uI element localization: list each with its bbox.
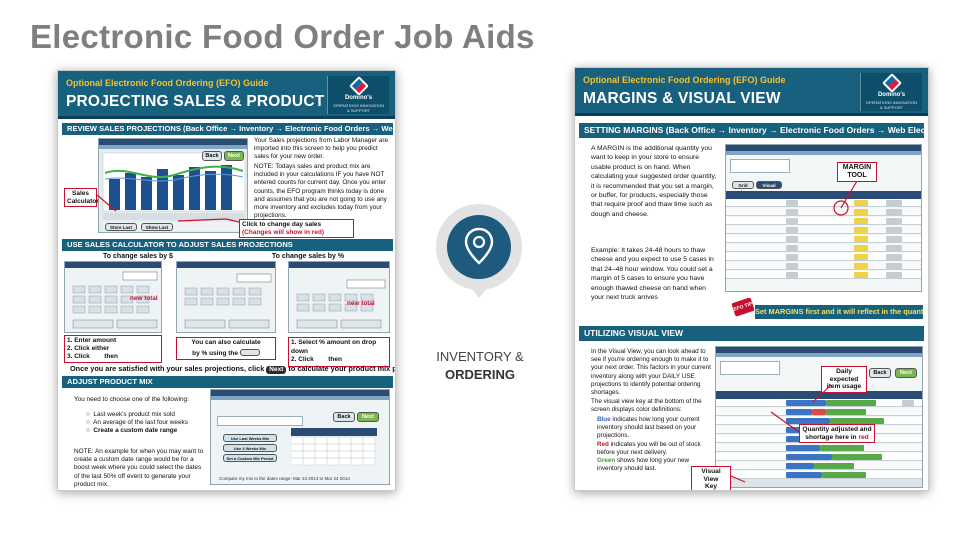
section-bar-calculator: USE SALES CALCULATOR TO ADJUST SALES PRO… xyxy=(62,239,393,251)
set-custom-mix-button[interactable]: Set a Custom Mix Period xyxy=(223,454,277,462)
logo-brand: Domino's xyxy=(877,92,906,98)
logo-dept: OPERATIONS INNOVATION & SUPPORT xyxy=(865,100,918,110)
section-bar-visual-view: UTILIZING VISUAL VIEW xyxy=(579,326,924,341)
visual-view-tab[interactable]: Visual View xyxy=(756,181,782,195)
callout-change-day-sales: Click to change day sales (Changes will … xyxy=(239,219,354,239)
margins-screenshot: Grid View Visual View xyxy=(725,144,922,292)
doc-subtitle: Optional Electronic Food Ordering (EFO) … xyxy=(583,75,786,85)
mix-footer-text: Compare my mix to the dates range: Mar 2… xyxy=(219,476,350,481)
show-last-year-button[interactable]: Show Last Year xyxy=(141,223,173,231)
doc-subtitle: Optional Electronic Food Ordering (EFO) … xyxy=(66,78,269,88)
product-mix-screenshot: Use Last Weeks Mix Use 4 Weeks Mix Set a… xyxy=(210,389,390,485)
sales-bar-chart-image xyxy=(102,152,246,231)
steps-dropdown: 1. Select % amount on drop down 2. Click… xyxy=(288,337,390,367)
mix-back-button[interactable]: Back xyxy=(333,412,355,422)
logo-dept: OPERATIONS INNOVATION & SUPPORT xyxy=(332,103,385,113)
steps-percent: You can also calculate by % using the xyxy=(176,337,276,360)
location-pin-icon xyxy=(447,215,511,279)
option-list: ○ Last week's product mix sold ○ An aver… xyxy=(86,411,211,436)
callout-visual-view-key: Visual View Key xyxy=(691,466,731,490)
job-aid-projecting-sales[interactable]: Optional Electronic Food Ordering (EFO) … xyxy=(57,70,396,491)
margin-text: A MARGIN is the additional quantity you … xyxy=(591,145,717,218)
section-label-line2: ORDERING xyxy=(444,367,516,382)
change-by-percent-label: To change sales by % xyxy=(271,253,345,260)
key-green: Green shows how long your new inventory … xyxy=(597,457,690,473)
percent-button[interactable] xyxy=(239,348,260,356)
doc-header: Optional Electronic Food Ordering (EFO) … xyxy=(575,68,928,116)
key-blue: Blue indicates how long your current inv… xyxy=(597,416,700,440)
callout-quantity-shortage: Quantity adjusted and shortage here in r… xyxy=(799,424,875,444)
slide-title: Electronic Food Order Job Aids xyxy=(30,18,535,55)
visual-view-text: In the Visual View, you can look ahead t… xyxy=(591,348,711,397)
visual-view-screenshot xyxy=(715,346,923,488)
logo-brand: Domino's xyxy=(344,95,373,101)
mix-next-button[interactable]: Next xyxy=(357,412,379,422)
change-by-dollar-label: To change sales by $ xyxy=(103,253,173,260)
key-definitions: Blue indicates how long your current inv… xyxy=(597,416,711,473)
key-intro: The visual view key at the bottom of the… xyxy=(591,398,702,414)
key-red: Red indicates you will be out of stock b… xyxy=(597,440,701,456)
calculator-dollar-screenshot xyxy=(64,261,162,333)
option-four-weeks: ○ An average of the last four weeks xyxy=(86,419,188,427)
callout-margin-tool: MARGIN TOOL xyxy=(837,162,877,182)
store-last-year-button[interactable]: Store Last Year xyxy=(105,223,137,231)
new-total-label-2: new total xyxy=(347,300,375,307)
new-total-label-1: new total xyxy=(130,295,158,302)
example-text: Example: It takes 24-48 hours to thaw ch… xyxy=(591,247,714,302)
grid-view-tab[interactable]: Grid View xyxy=(732,181,754,195)
calendar-image xyxy=(291,428,377,466)
section-bar-margins: SETTING MARGINS (Back Office → Inventory… xyxy=(579,123,924,138)
doc-header: Optional Electronic Food Ordering (EFO) … xyxy=(58,71,395,119)
review-text: Your Sales projections from Labor Manage… xyxy=(254,137,389,161)
callout-daily-usage: Daily expected item usage xyxy=(821,366,867,393)
job-aid-margins-visual-view[interactable]: Optional Electronic Food Ordering (EFO) … xyxy=(574,67,929,491)
dominos-logo-icon xyxy=(882,73,902,93)
pin-halo-tip xyxy=(466,282,492,298)
next-inline-button[interactable]: Next xyxy=(266,366,287,375)
dominos-logo: Domino's OPERATIONS INNOVATION & SUPPORT xyxy=(327,76,389,114)
dominos-logo: Domino's OPERATIONS INNOVATION & SUPPORT xyxy=(860,73,922,111)
margins-table xyxy=(726,199,921,287)
section-label: INVENTORY & ORDERING xyxy=(420,348,540,384)
efo-tip-badge: EFO TIP xyxy=(731,297,755,317)
review-note: NOTE: Todays sales and product mix are i… xyxy=(254,163,387,220)
visual-next-button[interactable]: Next xyxy=(895,368,917,378)
option-custom-range: ○ Create a custom date range xyxy=(86,427,178,435)
doc-title: MARGINS & VISUAL VIEW xyxy=(583,90,781,107)
tip-banner: Set MARGINS first and it will reflect in… xyxy=(755,305,923,319)
use-4-weeks-mix-button[interactable]: Use 4 Weeks Mix xyxy=(223,444,277,452)
calculator-dropdown-screenshot xyxy=(288,261,390,333)
section-bar-review: REVIEW SALES PROJECTIONS (Back Office → … xyxy=(62,123,393,135)
section-bar-product-mix: ADJUST PRODUCT MIX xyxy=(62,376,393,388)
sales-projection-screenshot: Store Last Year Show Last Year xyxy=(98,138,248,233)
doc-title: PROJECTING SALES & PRODUCT MIX xyxy=(66,93,358,110)
next-button[interactable]: Next xyxy=(224,151,244,161)
satisfied-text: Once you are satisfied with your sales p… xyxy=(70,364,395,375)
visual-back-button[interactable]: Back xyxy=(869,368,891,378)
steps-dollar: 1. Enter amount 2. Click either 3. Click… xyxy=(64,335,162,363)
option-last-week: ○ Last week's product mix sold xyxy=(86,411,175,418)
back-button[interactable]: Back xyxy=(202,151,222,161)
calculator-percent-screenshot xyxy=(176,261,276,333)
callout-sales-calculator: Sales Calculator xyxy=(64,188,99,208)
use-last-weeks-mix-button[interactable]: Use Last Weeks Mix xyxy=(223,434,277,442)
choose-text: You need to choose one of the following: xyxy=(74,396,189,403)
section-label-line1: INVENTORY & xyxy=(436,349,524,364)
dominos-logo-icon xyxy=(349,76,369,96)
custom-range-note: NOTE: An example for when you may want t… xyxy=(74,448,204,488)
